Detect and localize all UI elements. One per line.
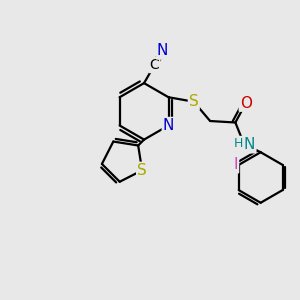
Text: N: N: [244, 137, 255, 152]
Text: H: H: [234, 137, 243, 150]
Text: N: N: [163, 118, 174, 133]
Text: S: S: [137, 163, 147, 178]
Text: O: O: [240, 96, 252, 111]
Text: C: C: [150, 58, 159, 72]
Text: N: N: [157, 44, 168, 59]
Text: S: S: [189, 94, 199, 109]
Text: I: I: [233, 158, 238, 172]
